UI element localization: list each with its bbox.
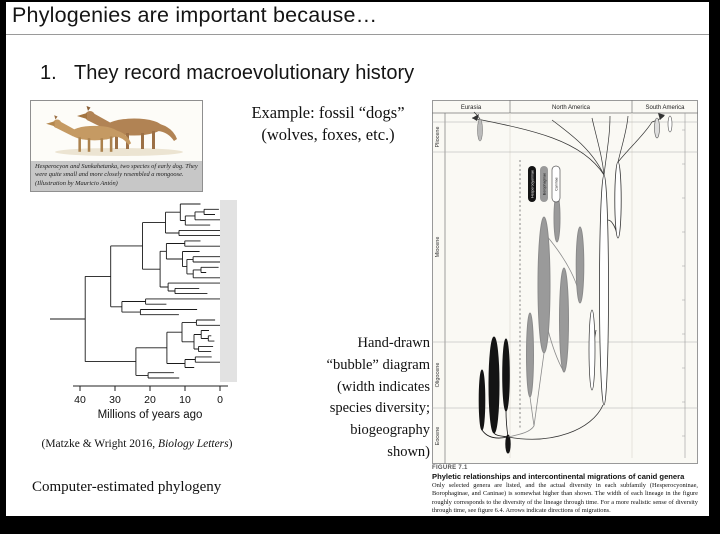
legend-caninae: Caninae: [555, 177, 559, 190]
presentation-slide: Phylogenies are important because… 1. Th…: [6, 2, 709, 516]
time-scale: [682, 113, 686, 458]
dog-back: [77, 106, 177, 149]
axis-title: Millions of years ago: [98, 409, 203, 421]
phylogeny-chart-wrap: 40 30 20 10 0 Millions of years ago: [28, 198, 243, 427]
epoch-label-pliocene: Pliocene: [435, 126, 441, 147]
epoch-label-oligocene: Oligocene: [435, 363, 441, 388]
region-header: [432, 100, 698, 114]
numbered-point: 1. They record macroevolutionary history: [40, 62, 414, 85]
pleistocene-band: [220, 200, 237, 382]
bubble-diagram-wrap: Eurasia North America South America Plio…: [432, 100, 698, 469]
caninae-lineages: [471, 111, 673, 440]
tree-citation: (Matzke & Wright 2016, Biology Letters): [24, 438, 250, 450]
phylogeny-chart: 40 30 20 10 0 Millions of years ago: [50, 200, 237, 421]
axis-tick-label: 20: [144, 394, 156, 406]
illustration-caption: Hesperocyon and Sunkahetanka, two specie…: [31, 161, 202, 191]
fossil-dog-illustration-panel: Hesperocyon and Sunkahetanka, two specie…: [30, 100, 203, 192]
legend-borophaginae: Borophaginae: [543, 173, 547, 195]
tree-branches: [50, 203, 220, 379]
axis-tick-label: 0: [217, 394, 223, 406]
region-label-north-america: North America: [552, 105, 591, 111]
migration-arrow-south-america: [658, 113, 665, 120]
citation-prefix: (Matzke & Wright 2016,: [41, 438, 159, 450]
legend-hesperocyoninae: Hesperocyoninae: [531, 170, 535, 198]
hesperocyoninae-lineages: [478, 336, 511, 454]
dog-front: [46, 115, 132, 152]
axis-tick-label: 40: [74, 394, 86, 406]
region-label-eurasia: Eurasia: [461, 105, 482, 111]
bubble-diagram: Eurasia North America South America Plio…: [432, 100, 698, 464]
time-axis: [73, 385, 228, 391]
title-divider: [6, 34, 709, 35]
figure-caption-body: Only selected genera are listed, and the…: [432, 482, 698, 514]
epoch-label-miocene: Miocene: [435, 237, 441, 258]
borophaginae-lineages: [507, 193, 585, 438]
epoch-label-eocene: Eocene: [435, 427, 441, 446]
citation-journal: Biology Letters: [158, 438, 229, 450]
migration-lines: [471, 111, 665, 176]
fossil-dogs-illustration: [31, 101, 202, 161]
citation-suffix: ): [228, 438, 233, 450]
axis-tick-label: 10: [179, 394, 191, 406]
point-number: 1.: [40, 62, 57, 84]
migration-arrow-eurasia: [472, 114, 479, 121]
example-label: Example: fossil “dogs” (wolves, foxes, e…: [251, 103, 405, 145]
figure-number: FIGURE 7.1: [432, 465, 468, 471]
figure-caption: FIGURE 7.1 Phyletic relationships and in…: [432, 465, 698, 515]
region-label-south-america: South America: [645, 105, 685, 111]
slide-title: Phylogenies are important because…: [12, 3, 378, 27]
handdrawn-label: Hand-drawn “bubble” diagram (width indic…: [326, 335, 430, 460]
axis-tick-label: 30: [109, 394, 121, 406]
computer-phylogeny-label: Computer-estimated phylogeny: [32, 479, 222, 495]
figure-caption-title: Phyletic relationships and intercontinen…: [432, 472, 685, 481]
point-text: They record macroevolutionary history: [74, 62, 415, 84]
ground-shadow: [55, 148, 183, 156]
subfamily-legend: Hesperocyoninae Borophaginae Caninae: [528, 165, 561, 203]
